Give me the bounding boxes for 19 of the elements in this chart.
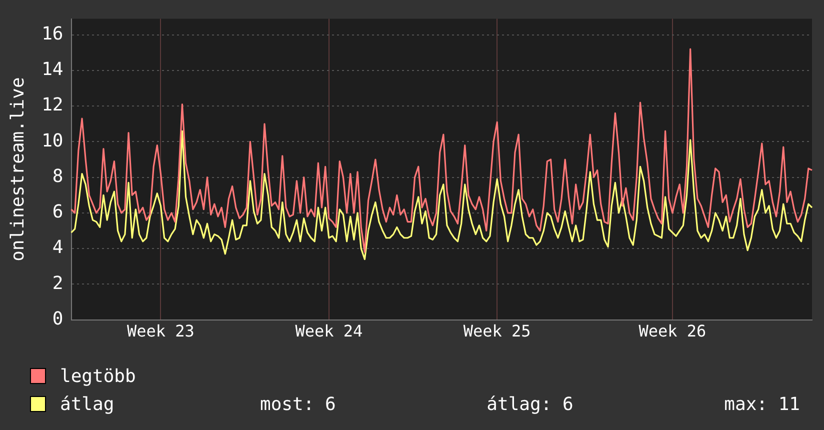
x-tick-label: Week 26 [638, 322, 706, 341]
x-tick-label: Week 23 [127, 322, 194, 341]
y-axis-title: onlinestream.live [7, 77, 28, 262]
x-tick-label: Week 24 [295, 322, 363, 341]
y-tick-label: 6 [52, 202, 64, 223]
y-tick-label: 2 [52, 272, 64, 294]
legend-label: legtöbb [60, 366, 137, 386]
y-tick-label: 16 [42, 24, 64, 44]
y-tick-label: 10 [42, 130, 64, 152]
y-tick-label: 8 [52, 166, 64, 187]
y-tick-label: 12 [42, 94, 64, 116]
x-tick-label: Week 25 [463, 322, 531, 341]
text: most: 6 [260, 394, 337, 414]
text: max: 11 [723, 394, 800, 414]
text: átlag: 6 [486, 394, 574, 414]
y-tick-label: 4 [52, 237, 64, 258]
y-tick-label: 0 [52, 308, 64, 330]
y-tick-label: 14 [42, 59, 64, 80]
legend-label: átlag [60, 394, 116, 414]
